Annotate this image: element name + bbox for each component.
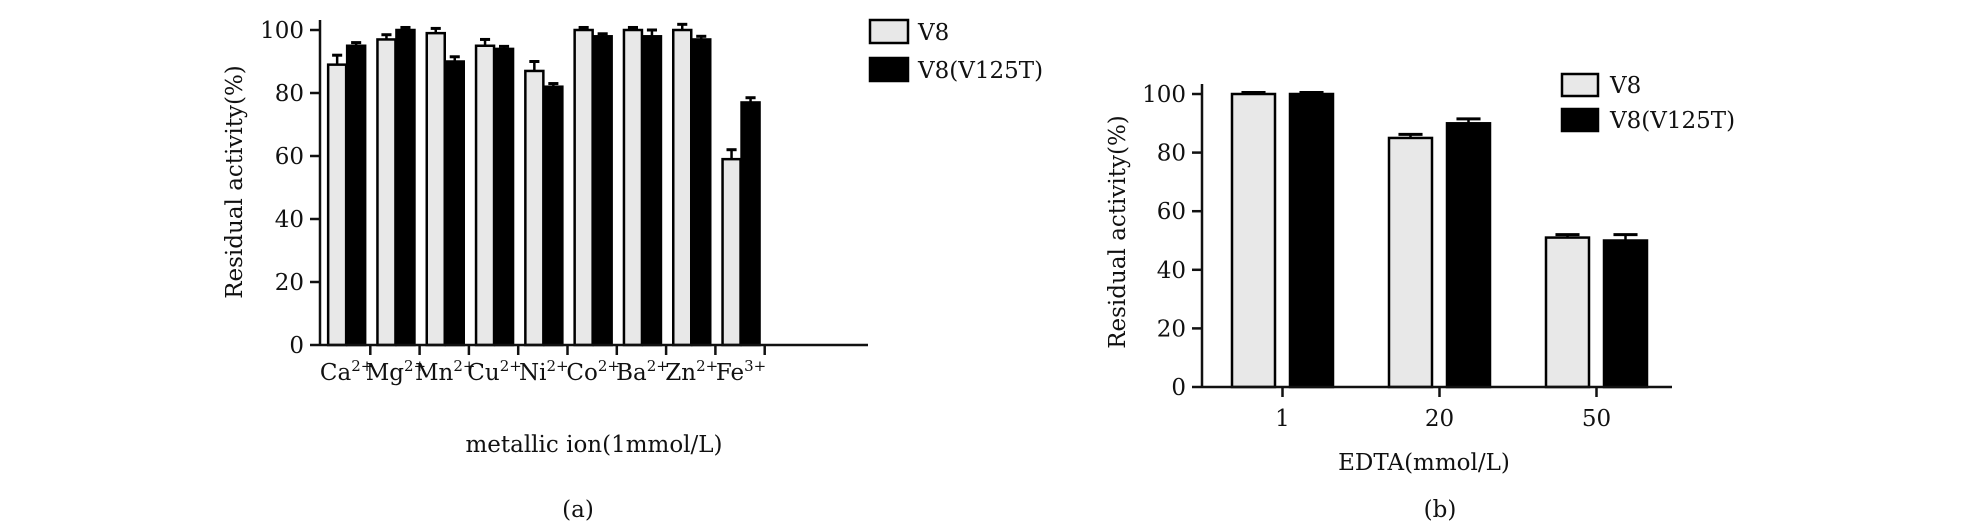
chart-a-legend-label-v125t: V8(V125T) — [917, 58, 1043, 84]
x-tick-label: Fe3+ — [716, 357, 766, 386]
bar — [1544, 236, 1591, 389]
chart-b-legend-label-v125t: V8(V125T) — [1609, 108, 1735, 134]
chart-a-legend-swatch-v8 — [868, 18, 910, 45]
bar — [573, 28, 594, 347]
y-tick-label: 20 — [1157, 316, 1186, 342]
x-tick-label: 50 — [1582, 406, 1611, 432]
bar — [1288, 92, 1335, 389]
bar — [444, 60, 465, 347]
bar — [493, 47, 515, 347]
bar — [1445, 122, 1492, 389]
chart-b-y-label: Residual activity(%) — [1105, 115, 1131, 349]
y-tick-label: 100 — [260, 18, 304, 44]
chart-a-panel-label: (a) — [562, 497, 594, 523]
x-tick-label: Cu2+ — [467, 357, 522, 386]
chart-a-y-label: Residual activity(%) — [222, 65, 248, 299]
x-tick-label: Mn2+ — [415, 357, 476, 386]
bar — [1602, 239, 1649, 389]
y-tick-label: 40 — [275, 207, 304, 233]
chart-b-x-label: EDTA(mmol/L) — [1338, 450, 1510, 476]
bar — [740, 101, 761, 347]
y-tick-label: 20 — [275, 270, 304, 296]
y-tick-label: 0 — [1171, 375, 1186, 401]
bar — [592, 35, 613, 347]
chart-a-bars — [326, 22, 761, 347]
x-tick-label: Ba2+ — [616, 357, 669, 386]
y-tick-label: 0 — [289, 333, 304, 359]
chart-b-legend-swatch-v8 — [1560, 72, 1600, 98]
y-tick-label: 80 — [275, 81, 304, 107]
x-tick-label: Zn2+ — [665, 357, 718, 386]
chart-b-legend-swatch-v125t — [1560, 107, 1600, 133]
bar — [691, 38, 712, 347]
x-tick-label: Mg2+ — [366, 357, 426, 386]
chart-b-y-ticks: 0 20 40 60 80 100 — [1142, 82, 1202, 401]
bar — [641, 35, 663, 347]
x-tick-label: 1 — [1275, 406, 1290, 432]
chart-a-legend-label-v8: V8 — [917, 20, 949, 46]
bar — [474, 44, 496, 347]
x-tick-label: Co2+ — [566, 357, 620, 386]
chart-a-legend-swatch-v125t — [868, 56, 910, 83]
bar — [1230, 92, 1277, 389]
chart-a-x-label: metallic ion(1mmol/L) — [465, 432, 722, 458]
chart-a: 0 20 40 60 80 100 Ca2+Mg2+Mn2+Cu2+Ni2+Co2+Ba2… — [222, 18, 1043, 523]
bar — [622, 28, 644, 347]
bar — [672, 28, 693, 347]
y-tick-label: 80 — [1157, 141, 1186, 167]
chart-a-y-ticks: 0 20 40 60 80 100 — [260, 18, 320, 359]
bar — [376, 38, 397, 347]
chart-b-x-ticks: 1 20 50 — [1275, 387, 1611, 432]
chart-b-legend-label-v8: V8 — [1609, 73, 1641, 99]
bar — [425, 31, 446, 347]
y-tick-label: 100 — [1142, 82, 1186, 108]
y-tick-label: 60 — [1157, 199, 1186, 225]
chart-a-legend: V8 V8(V125T) — [868, 18, 1043, 84]
bar — [395, 28, 416, 347]
bar — [721, 157, 742, 347]
chart-b-panel-label: (b) — [1424, 497, 1457, 523]
bar — [1387, 136, 1434, 389]
chart-b-bars — [1230, 91, 1649, 389]
bar — [543, 85, 564, 347]
y-tick-label: 60 — [275, 144, 304, 170]
chart-b-legend: V8 V8(V125T) — [1560, 72, 1735, 134]
bar — [345, 44, 367, 347]
bar — [524, 69, 545, 347]
chart-a-x-ticks: Ca2+Mg2+Mn2+Cu2+Ni2+Co2+Ba2+Zn2+Fe3+ — [320, 345, 766, 386]
x-tick-label: Ni2+ — [519, 357, 569, 386]
x-tick-label: Ca2+ — [320, 357, 373, 386]
bar — [326, 63, 348, 347]
y-tick-label: 40 — [1157, 258, 1186, 284]
x-tick-label: 20 — [1425, 406, 1454, 432]
